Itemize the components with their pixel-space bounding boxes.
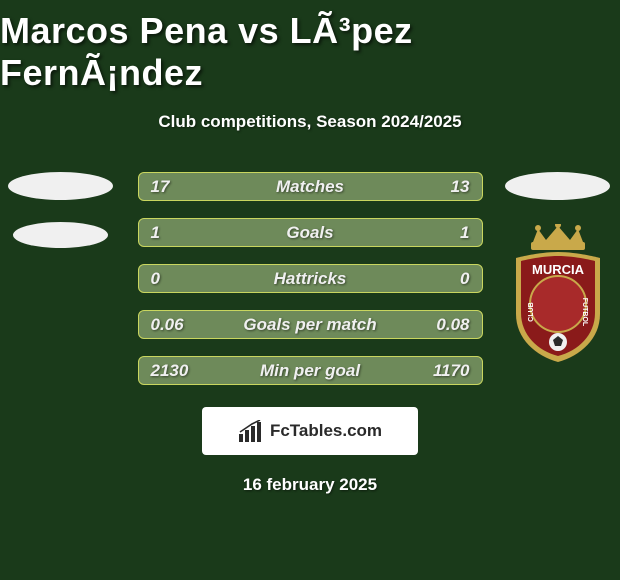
crest-name-label: MURCIA bbox=[532, 262, 585, 277]
stat-label: Goals per match bbox=[243, 315, 376, 335]
crest-side-left-label: CLUB bbox=[528, 302, 535, 321]
infographic-container: Marcos Pena vs LÃ³pez FernÃ¡ndez Club co… bbox=[0, 0, 620, 495]
brand-label: FcTables.com bbox=[270, 421, 382, 441]
stat-right-value: 1 bbox=[460, 223, 469, 243]
stat-left-value: 1 bbox=[151, 223, 160, 243]
stat-right-value: 13 bbox=[451, 177, 470, 197]
stats-area: MURCIA CLUB FUTBOL 17 Matches 13 1 Goals… bbox=[0, 172, 620, 385]
stat-label: Matches bbox=[276, 177, 344, 197]
crest-side-right-label: FUTBOL bbox=[581, 298, 588, 327]
stat-row: 0 Hattricks 0 bbox=[138, 264, 483, 293]
badge-right: MURCIA CLUB FUTBOL bbox=[505, 172, 610, 364]
ellipse-icon bbox=[8, 172, 113, 200]
date-label: 16 february 2025 bbox=[243, 475, 377, 495]
stat-left-value: 17 bbox=[151, 177, 170, 197]
stat-left-value: 0 bbox=[151, 269, 160, 289]
subtitle: Club competitions, Season 2024/2025 bbox=[158, 112, 461, 132]
stat-row: 1 Goals 1 bbox=[138, 218, 483, 247]
stat-label: Goals bbox=[286, 223, 333, 243]
stat-rows: 17 Matches 13 1 Goals 1 0 Hattricks 0 0.… bbox=[138, 172, 483, 385]
stat-left-value: 0.06 bbox=[151, 315, 184, 335]
stat-left-value: 2130 bbox=[151, 361, 189, 381]
stat-right-value: 0.08 bbox=[436, 315, 469, 335]
stat-label: Hattricks bbox=[274, 269, 347, 289]
ellipse-icon bbox=[13, 222, 108, 248]
stat-row: 17 Matches 13 bbox=[138, 172, 483, 201]
bar-chart-icon bbox=[238, 420, 264, 443]
badge-left bbox=[8, 172, 113, 248]
stat-row: 0.06 Goals per match 0.08 bbox=[138, 310, 483, 339]
page-title: Marcos Pena vs LÃ³pez FernÃ¡ndez bbox=[0, 10, 620, 94]
stat-label: Min per goal bbox=[260, 361, 360, 381]
stat-right-value: 0 bbox=[460, 269, 469, 289]
stat-right-value: 1170 bbox=[433, 361, 470, 381]
club-crest-icon: MURCIA CLUB FUTBOL bbox=[508, 224, 608, 364]
ellipse-icon bbox=[505, 172, 610, 200]
brand-box: FcTables.com bbox=[202, 407, 418, 455]
stat-row: 2130 Min per goal 1170 bbox=[138, 356, 483, 385]
